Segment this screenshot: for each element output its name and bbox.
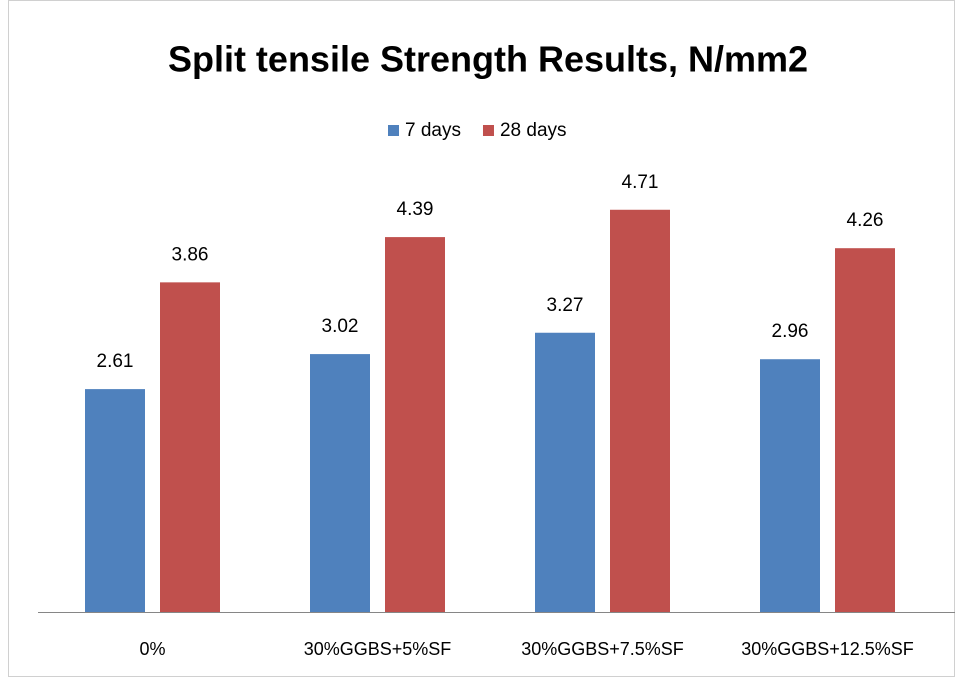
data-label: 3.02 — [322, 316, 359, 337]
x-tick-label: 30%GGBS+12.5%SF — [741, 639, 914, 659]
data-label: 4.39 — [397, 199, 434, 220]
data-label: 4.26 — [847, 210, 884, 231]
bar — [160, 282, 220, 612]
legend-label: 28 days — [500, 120, 567, 141]
legend-label: 7 days — [405, 120, 461, 141]
data-label: 3.27 — [547, 295, 584, 316]
legend-swatch — [388, 125, 399, 136]
bar — [760, 359, 820, 612]
data-label: 4.71 — [622, 172, 659, 193]
x-tick-label: 0% — [139, 639, 165, 659]
legend-swatch — [482, 125, 494, 136]
data-label: 3.86 — [172, 244, 209, 265]
data-label: 2.61 — [97, 351, 134, 372]
bar — [610, 209, 670, 613]
bar — [310, 354, 370, 612]
bar — [835, 248, 895, 613]
bar — [85, 389, 145, 612]
chart-title: Split tensile Strength Results, N/mm2 — [168, 39, 808, 80]
legend: 7 days 28 days — [388, 120, 567, 141]
x-tick-label: 30%GGBS+5%SF — [304, 639, 452, 659]
bar — [535, 332, 595, 612]
bar — [385, 237, 445, 612]
data-label: 2.96 — [772, 321, 809, 342]
x-tick-label: 30%GGBS+7.5%SF — [521, 639, 684, 659]
